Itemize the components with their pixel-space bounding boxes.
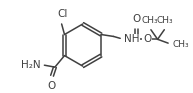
- Text: NH: NH: [124, 34, 140, 44]
- Text: O: O: [47, 81, 55, 92]
- Text: H₂N: H₂N: [21, 60, 41, 70]
- Text: Cl: Cl: [57, 9, 68, 19]
- Text: CH₃: CH₃: [173, 40, 190, 49]
- Text: O: O: [132, 14, 141, 24]
- Text: O: O: [143, 34, 151, 44]
- Text: CH₃: CH₃: [142, 16, 158, 25]
- Text: CH₃: CH₃: [157, 16, 174, 25]
